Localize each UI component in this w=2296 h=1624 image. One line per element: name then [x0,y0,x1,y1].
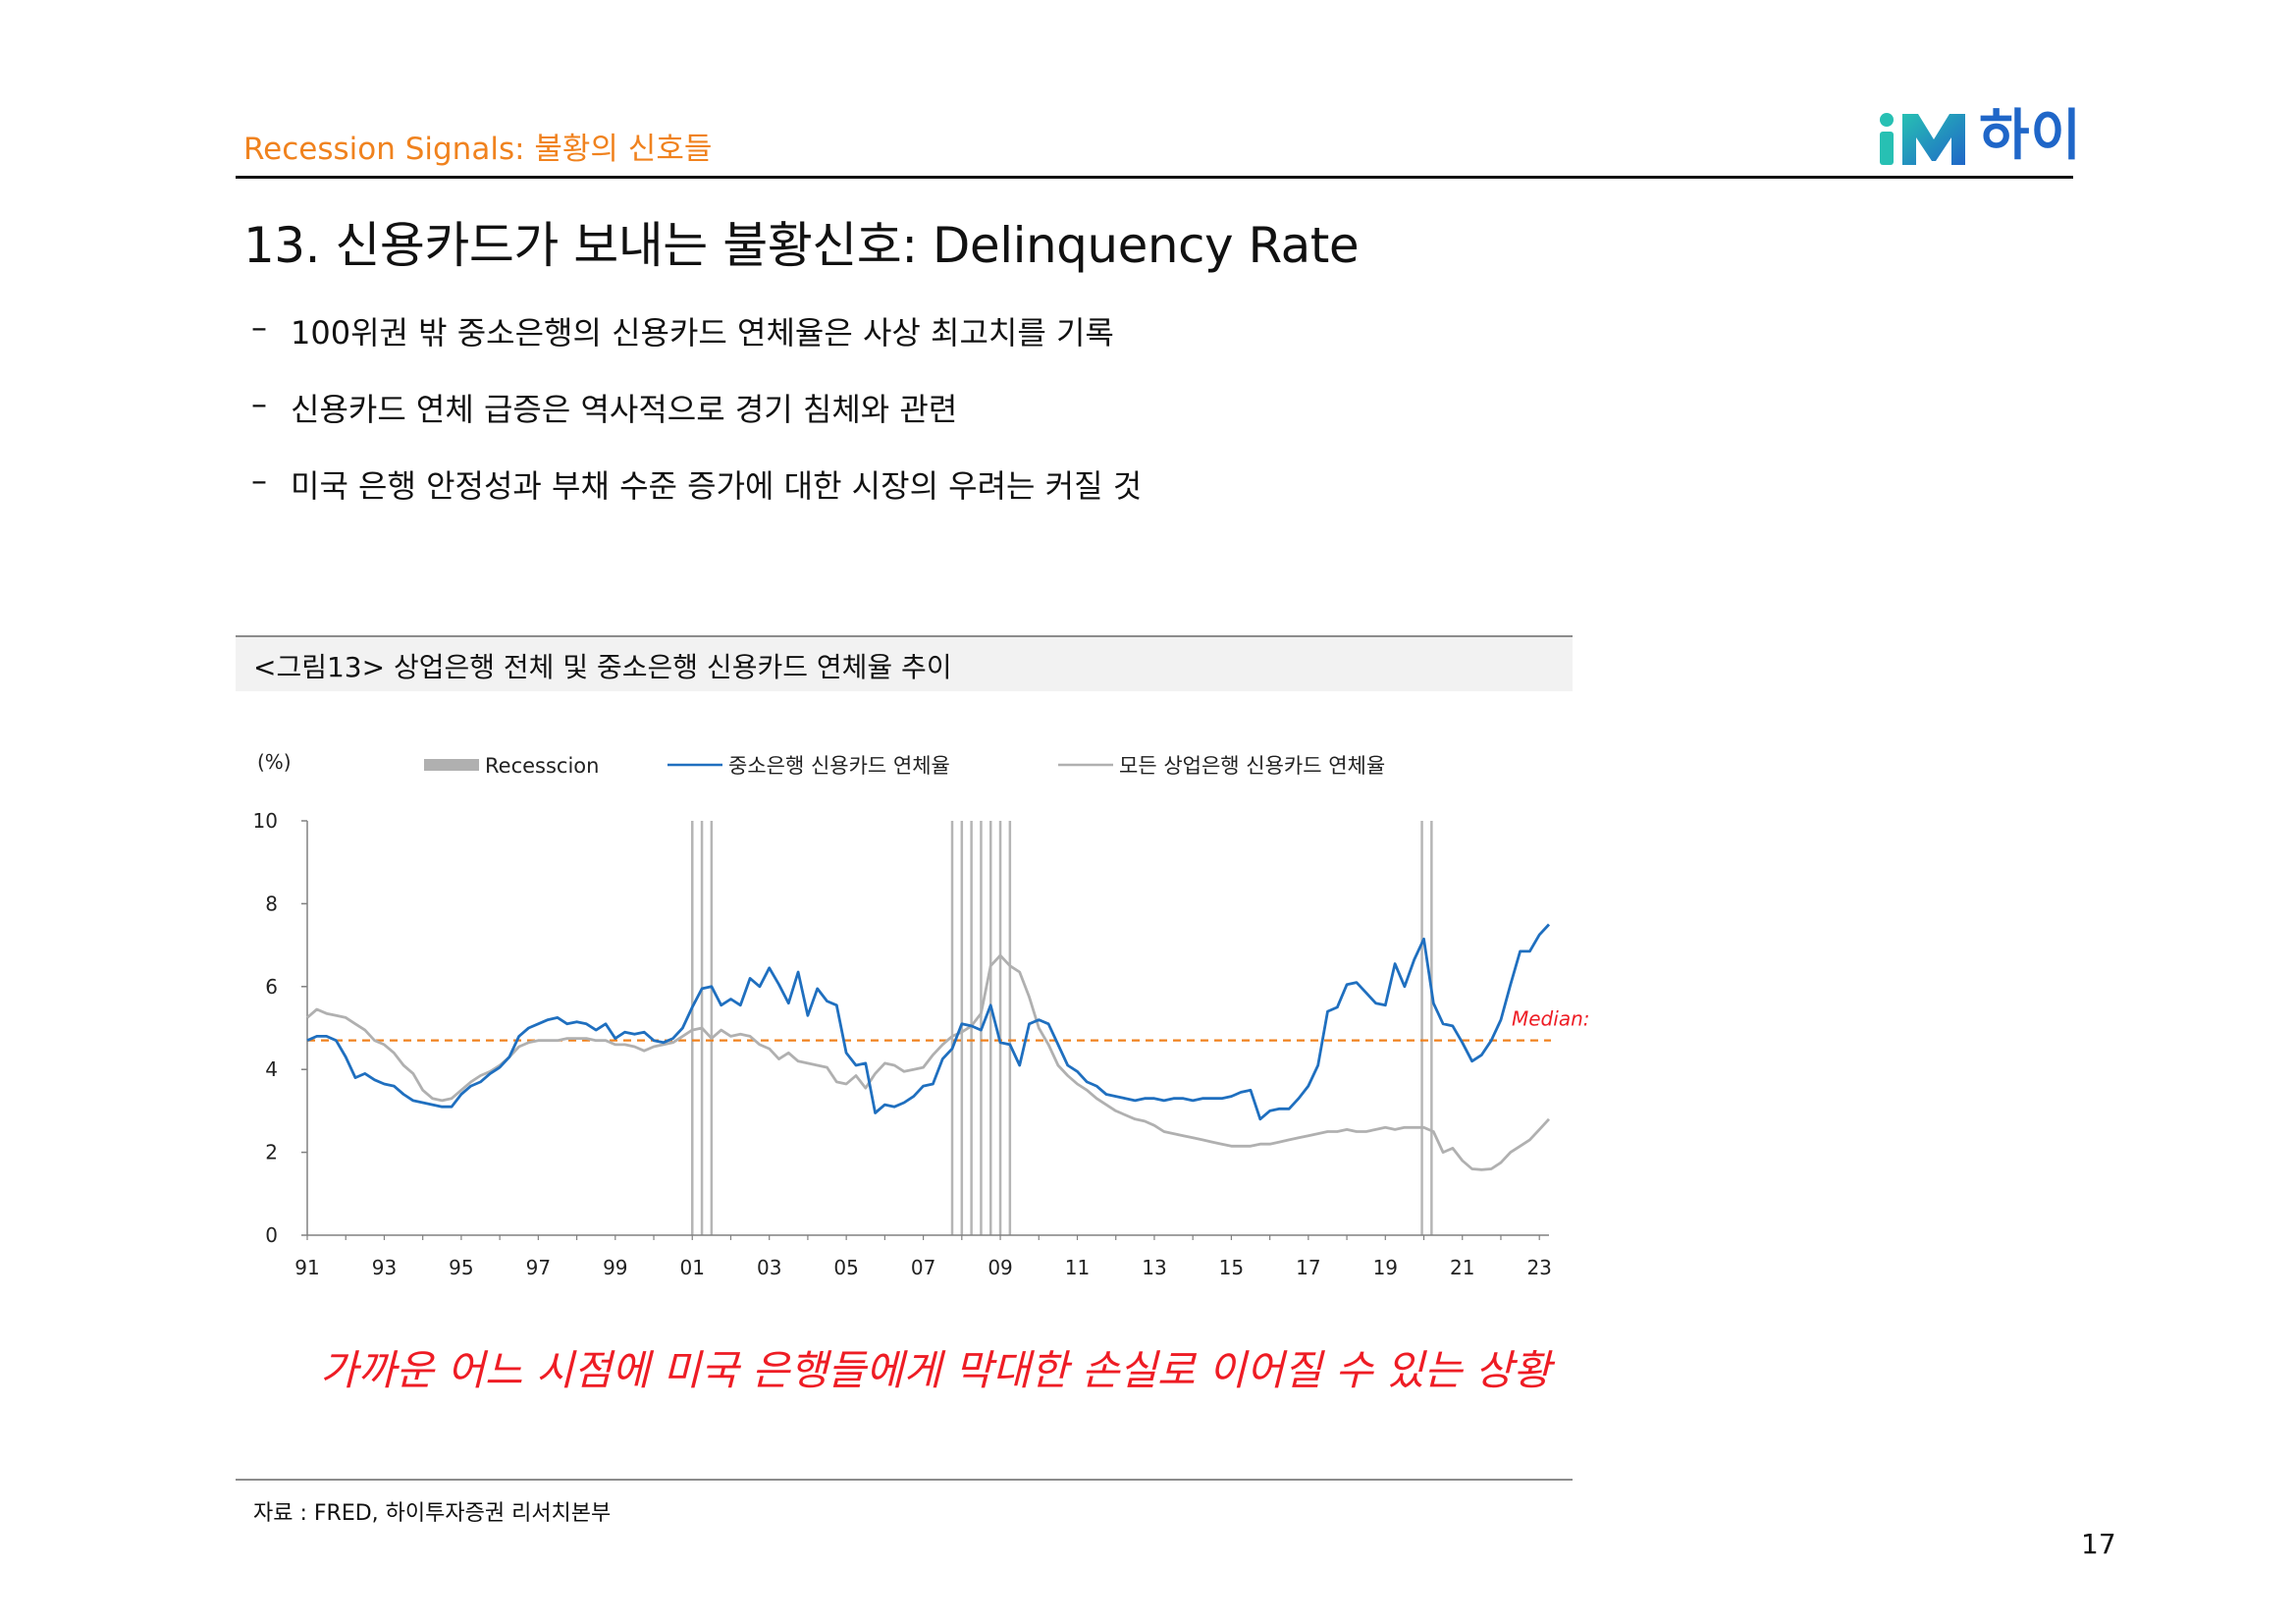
x-tick-label: 03 [757,1256,781,1279]
bullet-text: 신용카드 연체 급증은 역사적으로 경기 침체와 관련 [291,391,958,428]
slide-title: 13. 신용카드가 보내는 불황신호: Delinquency Rate [243,217,1360,274]
x-tick-label: 01 [680,1256,705,1279]
x-tick-label: 99 [603,1256,627,1279]
x-tick-label: 09 [988,1256,1012,1279]
bullet-item: – 미국 은행 안정성과 부채 수준 증가에 대한 시장의 우려는 커질 것 [251,461,1142,538]
legend-label: 중소은행 신용카드 연체율 [728,754,950,778]
company-logo: 하이 [1875,98,2082,167]
y-tick-label: 6 [265,975,278,999]
bullet-text: 미국 은행 안정성과 부채 수준 증가에 대한 시장의 우려는 커질 것 [291,467,1143,505]
x-tick-label: 17 [1296,1256,1320,1279]
bullet-list: – 100위권 밖 중소은행의 신용카드 연체율은 사상 최고치를 기록 – 신… [251,308,1142,538]
bullet-marker: – [251,308,267,346]
header-divider [236,176,2073,179]
series-line-all-banks [306,953,1551,1171]
x-tick-label: 91 [294,1256,319,1279]
x-tick-label: 13 [1142,1256,1166,1279]
im-logo-icon [1880,113,1965,165]
bullet-marker: – [251,385,267,422]
x-tick-label: 23 [1526,1256,1551,1279]
bullet-text: 100위권 밖 중소은행의 신용카드 연체율은 사상 최고치를 기록 [291,314,1114,352]
page-number: 17 [2081,1528,2116,1560]
y-unit-label: (%) [257,750,292,774]
series-line-small-banks [306,923,1551,1121]
x-tick-label: 05 [833,1256,858,1279]
y-tick-label: 2 [265,1141,278,1164]
logo-text: 하이 [1979,104,2083,168]
x-tick-label: 11 [1065,1256,1090,1279]
x-tick-label: 15 [1219,1256,1244,1279]
y-tick-label: 10 [253,809,278,833]
median-label: Median: 4.7 [1512,1007,1590,1031]
section-label: Recession Signals: 불황의 신호들 [243,132,713,167]
source-note: 자료 : FRED, 하이투자증권 리서치본부 [253,1501,612,1526]
legend-label: Recesscion [485,754,599,778]
x-tick-label: 97 [526,1256,551,1279]
x-tick-label: 19 [1373,1256,1398,1279]
figure-caption-bar: <그림13> 상업은행 전체 및 중소은행 신용카드 연체율 추이 [236,635,1573,691]
x-tick-label: 93 [372,1256,397,1279]
callout-text: 가까운 어느 시점에 미국 은행들에게 막대한 손실로 이어질 수 있는 상황 [320,1346,1552,1394]
bullet-marker: – [251,461,267,499]
legend-label: 모든 상업은행 신용카드 연체율 [1119,754,1385,778]
x-tick-label: 95 [449,1256,473,1279]
y-tick-label: 0 [265,1223,278,1247]
bullet-item: – 100위권 밖 중소은행의 신용카드 연체율은 사상 최고치를 기록 [251,308,1142,385]
y-tick-label: 8 [265,892,278,915]
y-tick-label: 4 [265,1057,278,1081]
x-tick-label: 21 [1450,1256,1474,1279]
x-tick-label: 07 [911,1256,935,1279]
legend-swatch-recession [424,759,479,771]
figure-caption: <그림13> 상업은행 전체 및 중소은행 신용카드 연체율 추이 [253,651,952,683]
bullet-item: – 신용카드 연체 급증은 역사적으로 경기 침체와 관련 [251,385,1142,461]
source-divider [236,1479,1573,1481]
delinquency-chart: (%) Recesscion 중소은행 신용카드 연체율 모든 상업은행 신용카드 연… [253,750,1590,1279]
